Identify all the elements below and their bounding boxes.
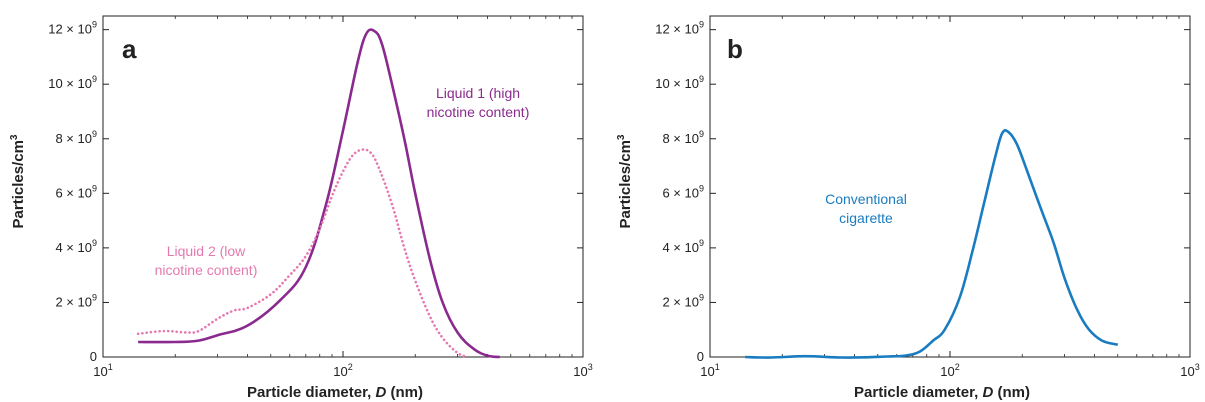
series-line-1: [745, 129, 1119, 359]
y-tick-label: 2 × 109: [662, 292, 704, 309]
y-tick-label: 10 × 109: [48, 74, 97, 91]
y-tick-label: 4 × 109: [662, 238, 704, 255]
x-tick-label: 101: [700, 362, 719, 379]
series-line-1: [138, 28, 500, 359]
y-tick-label: 6 × 109: [55, 183, 97, 200]
x-tick-label: 103: [573, 362, 592, 379]
y-tick-label: 2 × 109: [55, 292, 97, 309]
x-tick-label: 103: [1180, 362, 1199, 379]
y-tick-label: 8 × 109: [55, 129, 97, 146]
y-tick-label: 4 × 109: [55, 238, 97, 255]
y-tick-label: 8 × 109: [662, 129, 704, 146]
series-label-1: Conventional cigarette: [825, 191, 907, 226]
x-tick-label: 101: [93, 362, 112, 379]
series-line-2: [136, 148, 469, 359]
y-tick-label: 12 × 109: [655, 20, 704, 37]
panel-b: 101 102 103 0 2 × 109 4 × 109 6 × 109 8 × 109 10…: [616, 15, 1200, 401]
y-tick-label: 12 × 109: [48, 20, 97, 37]
y-tick-label: 0: [90, 349, 97, 364]
y-tick-label: 10 × 109: [655, 74, 704, 91]
y-tick-label: 0: [697, 349, 704, 364]
plot-frame: [102, 15, 584, 358]
panel-letter: b: [727, 34, 743, 64]
y-axis-label: Particles/cm3: [9, 134, 27, 228]
y-tick-label: 6 × 109: [662, 183, 704, 200]
x-tick-label: 102: [333, 362, 352, 379]
panel-a: 101 102 103 0 2 × 109 4 × 109 6 × 109 8 × 109 10…: [9, 15, 593, 401]
y-axis-label: Particles/cm3: [616, 134, 634, 228]
panel-letter: a: [122, 34, 137, 64]
x-axis-label: Particle diameter, D (nm): [247, 384, 423, 401]
x-tick-label: 102: [940, 362, 959, 379]
x-axis-label: Particle diameter, D (nm): [854, 384, 1030, 401]
plot-frame: [709, 15, 1191, 358]
series-label-1: Liquid 1 (high nicotine content): [427, 85, 530, 120]
series-label-2: Liquid 2 (low nicotine content): [155, 243, 258, 278]
